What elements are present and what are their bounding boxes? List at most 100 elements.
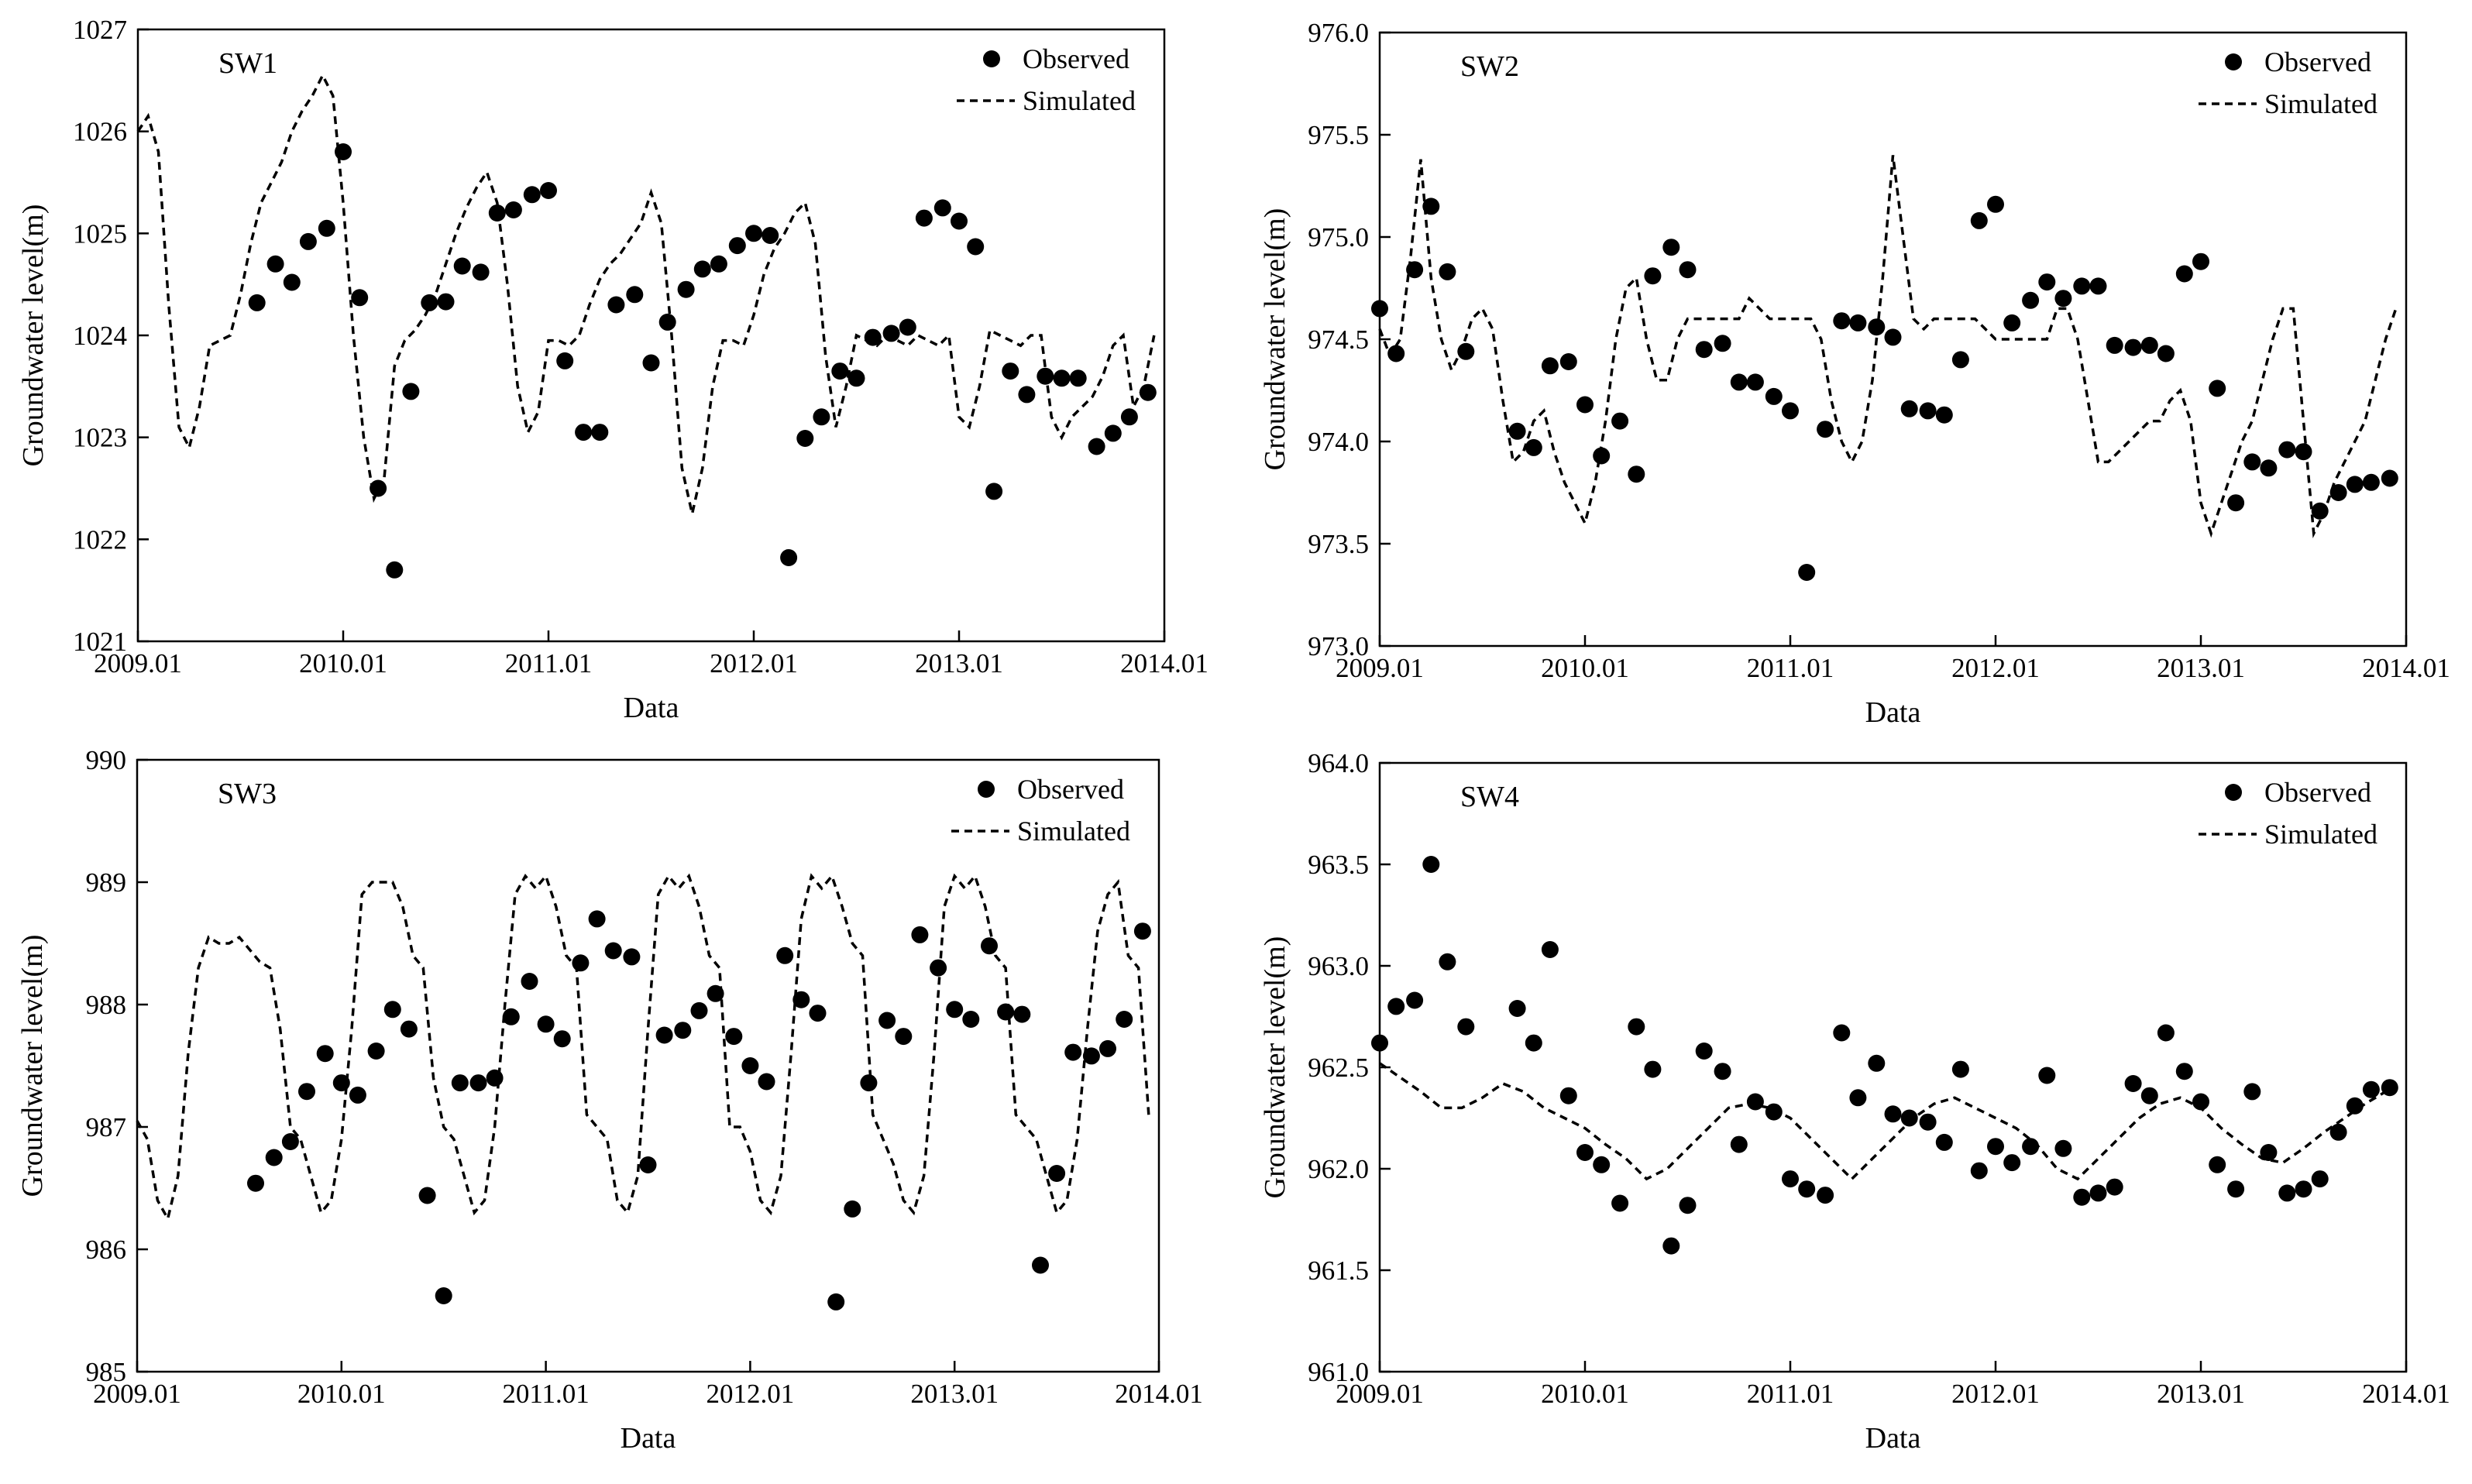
observed-point [2346,1097,2364,1115]
observed-point [523,186,541,204]
observed-point [1032,1256,1049,1274]
observed-point [847,369,865,387]
observed-point [1868,1054,1886,1072]
observed-point [1782,1170,1799,1188]
simulated-series-line [1378,155,2398,539]
observed-point [2124,338,2142,356]
y-tick-label: 988 [86,990,127,1020]
observed-point [2209,380,2226,397]
observed-point [813,408,830,426]
y-tick-label: 964.0 [1308,748,1369,778]
chart-panel-2: 2009.01 2010.01 2011.01 2012.01 2013.01 2014.… [1259,18,2450,729]
observed-point [1611,1194,1629,1212]
observed-point [1387,345,1405,362]
observed-point [2243,1083,2261,1101]
x-tick-label: 2009.01 [1336,653,1424,683]
y-tick-label: 963.5 [1308,850,1369,880]
observed-point [1987,1138,2004,1156]
y-tick-label: 974.0 [1308,427,1369,457]
observed-point [1053,369,1071,387]
observed-point [1765,387,1783,405]
observed-point [758,1073,775,1091]
observed-point [1525,438,1542,456]
observed-point [1849,1089,1867,1107]
observed-point [1730,1135,1748,1153]
simulated-series-line [136,72,1156,514]
x-tick-label: 2014.01 [1115,1379,1203,1409]
legend-observed-label: Observed [2264,777,2371,808]
y-tick-label: 973.5 [1308,529,1369,559]
observed-point [677,280,695,298]
observed-point [1679,1197,1697,1214]
observed-point [2260,459,2278,477]
observed-point [1817,1187,1834,1204]
observed-point [266,255,284,273]
observed-point [2278,1184,2296,1202]
observed-point [623,948,641,966]
observed-point [1457,1018,1475,1036]
observed-point [2054,290,2072,307]
observed-point [1714,335,1731,352]
observed-point [1104,424,1122,442]
observed-point [1798,1180,1816,1198]
observed-point [472,263,490,281]
x-axis-label: Data [621,1422,676,1455]
x-tick-label: 2009.01 [1336,1379,1424,1409]
observed-point [1951,351,1969,369]
observed-point [2278,441,2296,459]
observed-point [792,991,810,1008]
observed-point [899,318,916,336]
observed-point [1576,396,1594,414]
y-tick-label: 1023 [73,423,127,453]
observed-point [486,1069,504,1087]
y-tick-label: 962.5 [1308,1053,1369,1083]
observed-point [1919,402,1937,420]
observed-point [351,289,369,307]
observed-point [1002,362,1019,380]
observed-point [1371,300,1388,318]
legend-observed-label: Observed [1017,774,1124,805]
observed-point [1116,1011,1133,1028]
observed-point [827,1293,845,1311]
observed-point [2073,277,2091,295]
observed-point [1037,367,1054,385]
x-tick-label: 2012.01 [1951,653,2040,683]
observed-point [2243,453,2261,471]
panel-label: SW1 [218,47,277,80]
observed-point [1559,1087,1577,1104]
observed-point [878,1012,896,1029]
observed-point [693,260,711,278]
observed-point [741,1057,759,1074]
observed-point [2157,345,2175,362]
observed-point [2362,473,2380,491]
observed-point [1714,1063,1731,1080]
observed-point [2311,1170,2329,1188]
observed-point [864,328,882,346]
x-tick-label: 2012.01 [710,648,798,678]
x-tick-label: 2014.01 [1120,648,1208,678]
observed-point [607,296,625,314]
observed-point [283,273,301,291]
observed-point [946,1001,964,1019]
observed-point [1970,211,1988,229]
observed-point [575,424,593,441]
observed-point [639,1156,657,1173]
observed-point [674,1022,692,1039]
observed-point [1970,1162,1988,1180]
observed-point [2022,291,2040,309]
observed-point [2140,336,2158,354]
observed-point [1628,465,1645,483]
observed-point [762,227,779,244]
x-tick-label: 2011.01 [1747,1379,1834,1409]
observed-point [1387,998,1405,1015]
x-tick-label: 2013.01 [2157,653,2245,683]
observed-point [386,561,404,579]
observed-point [911,926,929,943]
observed-point [962,1011,980,1028]
observed-point [809,1005,827,1022]
observed-point [2295,443,2312,461]
observed-point [2311,502,2329,520]
observed-point [1457,342,1475,360]
simulated-series-line [136,873,1150,1223]
